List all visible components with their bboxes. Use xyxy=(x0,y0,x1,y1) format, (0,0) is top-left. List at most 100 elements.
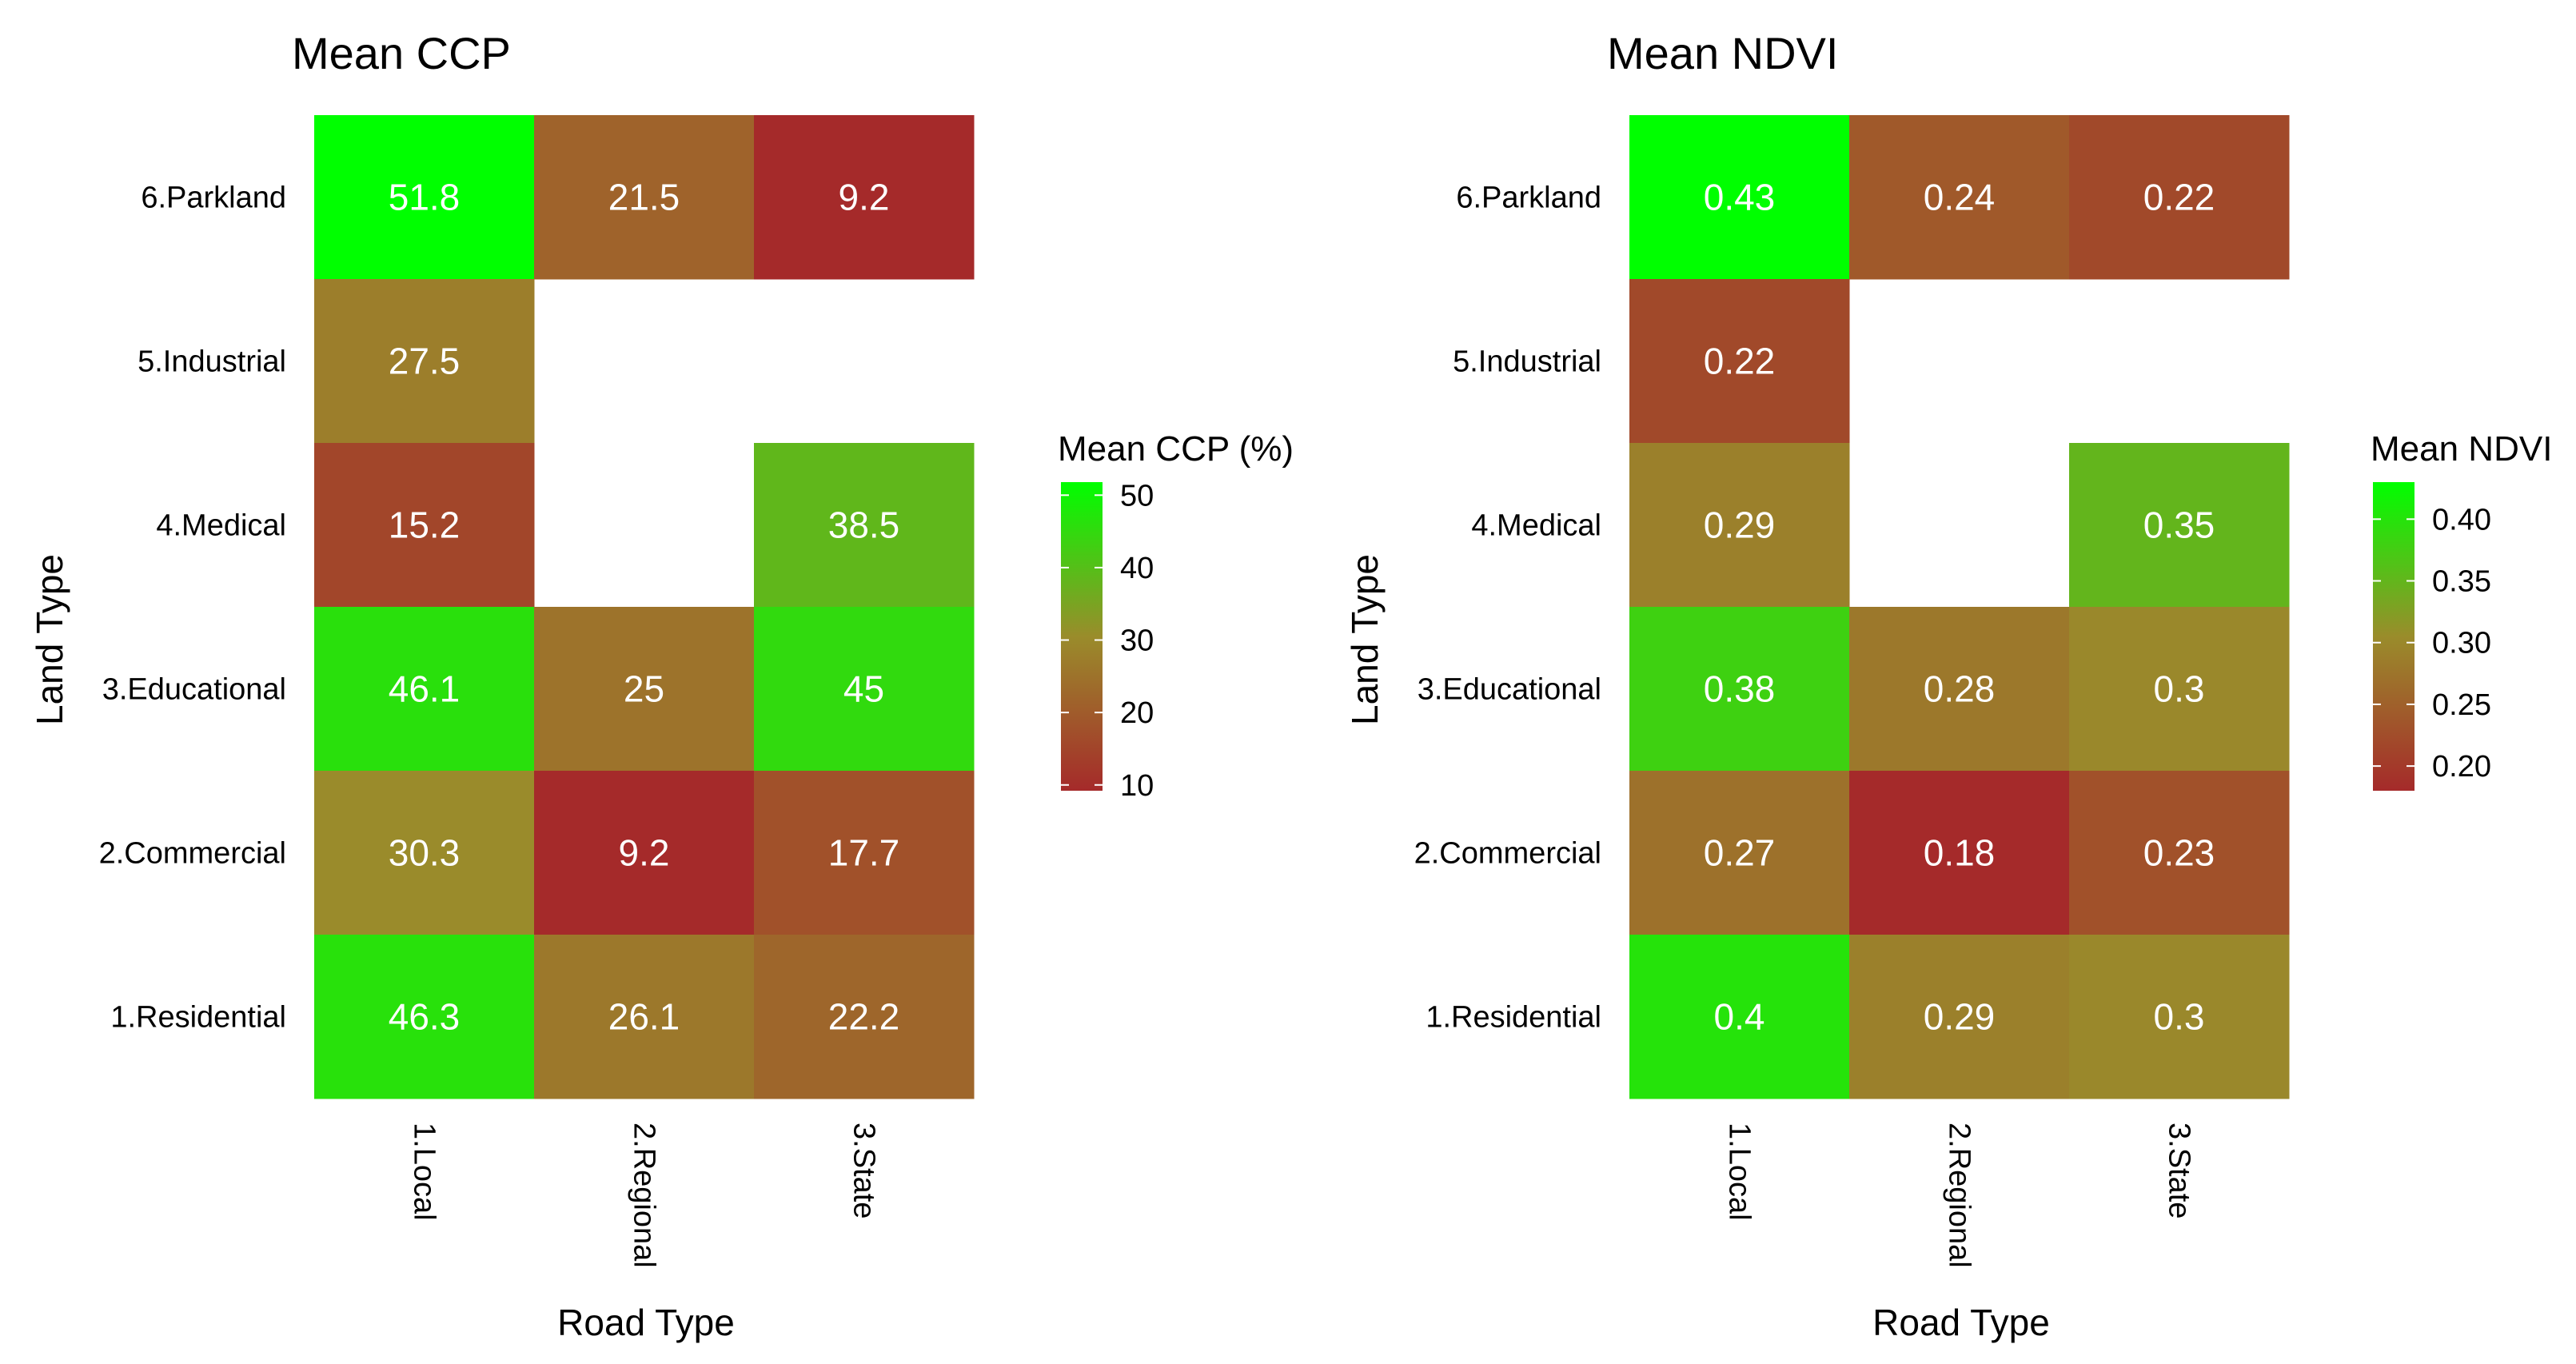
legend-tick-label: 10 xyxy=(1120,769,1154,803)
x-tick-label: 2.Regional xyxy=(628,1123,661,1268)
y-tick-label: 1.Residential xyxy=(1426,1001,1601,1035)
x-axis-title: Road Type xyxy=(557,1302,735,1343)
cell-value-label: 0.43 xyxy=(1704,177,1776,218)
y-tick-label: 5.Industrial xyxy=(1453,345,1601,379)
y-tick-label: 4.Medical xyxy=(156,509,286,543)
chart-title: Mean CCP xyxy=(292,28,511,78)
cell-value-label: 0.3 xyxy=(2154,996,2205,1038)
heatmap-cell xyxy=(314,115,535,280)
heatmap-mean-ndvi: Mean NDVI Land Type Road Type 0.43 0.24 0.… xyxy=(1344,28,2552,1343)
x-tick-label: 3.State xyxy=(847,1123,881,1218)
cell-value-label: 0.4 xyxy=(1714,996,1765,1038)
heatmap-cell xyxy=(2069,443,2290,608)
cell-value-label: 26.1 xyxy=(608,996,680,1038)
y-tick-label: 6.Parkland xyxy=(141,181,286,215)
heatmap-cell xyxy=(534,115,755,280)
heatmap-cell xyxy=(314,279,535,444)
cell-value-label: 0.35 xyxy=(2143,505,2215,546)
legend-tick-label: 0.20 xyxy=(2432,750,2491,784)
cell-value-label: 0.24 xyxy=(1924,177,1996,218)
cell-value-label: 0.3 xyxy=(2154,668,2205,710)
cell-value-label: 9.2 xyxy=(839,177,890,218)
y-tick-label: 3.Educational xyxy=(1418,673,1601,707)
heatmap-cell xyxy=(314,443,535,608)
cell-value-label: 46.1 xyxy=(389,668,461,710)
legend-colorbar xyxy=(1061,482,1103,791)
heatmap-mean-ccp: Mean CCP Land Type Road Type 51.8 21.5 9.2… xyxy=(29,28,1294,1343)
legend-tick-label: 30 xyxy=(1120,624,1154,658)
heatmap-cell xyxy=(1849,607,2070,772)
x-tick-label: 2.Regional xyxy=(1943,1123,1976,1268)
heatmap-cell xyxy=(534,771,755,935)
heatmap-cell xyxy=(314,935,535,1099)
heatmap-cell xyxy=(1629,443,1850,608)
cell-value-label: 22.2 xyxy=(828,996,900,1038)
heatmap-cell xyxy=(534,607,755,772)
x-axis-title: Road Type xyxy=(1872,1302,2050,1343)
legend-tick-label: 50 xyxy=(1120,479,1154,512)
chart-title: Mean NDVI xyxy=(1607,28,1838,78)
heatmap-cell xyxy=(1629,607,1850,772)
heatmap-cell xyxy=(314,607,535,772)
cell-value-label: 0.22 xyxy=(2143,177,2215,218)
heatmap-cell xyxy=(754,115,975,280)
cell-value-label: 27.5 xyxy=(389,341,461,382)
cell-value-label: 0.27 xyxy=(1704,832,1776,874)
heatmap-cell xyxy=(534,935,755,1099)
x-tick-label: 3.State xyxy=(2163,1123,2196,1218)
cell-value-label: 38.5 xyxy=(828,505,900,546)
legend-tick-label: 20 xyxy=(1120,696,1154,730)
legend-tick-label: 0.25 xyxy=(2432,688,2491,722)
cell-value-label: 17.7 xyxy=(828,832,900,874)
heatmap-cell xyxy=(2069,607,2290,772)
heatmap-cell xyxy=(754,935,975,1099)
legend-colorbar xyxy=(2373,482,2415,791)
y-tick-label: 3.Educational xyxy=(102,673,286,707)
heatmap-cell xyxy=(2069,935,2290,1099)
cell-value-label: 9.2 xyxy=(619,832,670,874)
cell-value-label: 0.22 xyxy=(1704,341,1776,382)
cell-value-label: 0.28 xyxy=(1924,668,1996,710)
cell-value-label: 0.38 xyxy=(1704,668,1776,710)
legend-tick-label: 0.35 xyxy=(2432,565,2491,599)
cell-value-label: 21.5 xyxy=(608,177,680,218)
y-tick-label: 4.Medical xyxy=(1471,509,1601,543)
heatmap-cell xyxy=(1629,115,1850,280)
cell-value-label: 0.29 xyxy=(1924,996,1996,1038)
y-tick-label: 1.Residential xyxy=(110,1001,286,1035)
cell-value-label: 25 xyxy=(624,668,664,710)
heatmap-cell xyxy=(754,771,975,935)
y-tick-label: 5.Industrial xyxy=(138,345,286,379)
heatmap-cell xyxy=(1629,771,1850,935)
y-axis-title: Land Type xyxy=(29,554,70,725)
x-tick-label: 1.Local xyxy=(408,1123,441,1221)
legend-title: Mean NDVI xyxy=(2371,429,2552,469)
y-axis-title: Land Type xyxy=(1344,554,1386,725)
y-tick-label: 6.Parkland xyxy=(1456,181,1601,215)
cell-value-label: 0.29 xyxy=(1704,505,1776,546)
heatmap-cell xyxy=(754,443,975,608)
heatmap-cell xyxy=(1849,771,2070,935)
heatmap-cell xyxy=(1629,935,1850,1099)
heatmap-cell xyxy=(314,771,535,935)
legend-title: Mean CCP (%) xyxy=(1058,429,1294,469)
legend-tick-label: 40 xyxy=(1120,552,1154,585)
x-tick-label: 1.Local xyxy=(1723,1123,1757,1221)
cell-value-label: 30.3 xyxy=(389,832,461,874)
cell-value-label: 46.3 xyxy=(389,996,461,1038)
legend-tick-label: 0.40 xyxy=(2432,503,2491,536)
cell-value-label: 45 xyxy=(843,668,884,710)
cell-value-label: 0.23 xyxy=(2143,832,2215,874)
y-tick-label: 2.Commercial xyxy=(1414,837,1601,871)
heatmap-cell xyxy=(2069,771,2290,935)
heatmap-cell xyxy=(1849,115,2070,280)
heatmap-cell xyxy=(1629,279,1850,444)
legend-tick-label: 0.30 xyxy=(2432,627,2491,660)
cell-value-label: 0.18 xyxy=(1924,832,1996,874)
y-tick-label: 2.Commercial xyxy=(99,837,286,871)
heatmap-cell xyxy=(754,607,975,772)
cell-value-label: 15.2 xyxy=(389,505,461,546)
heatmap-cell xyxy=(2069,115,2290,280)
cell-value-label: 51.8 xyxy=(389,177,461,218)
